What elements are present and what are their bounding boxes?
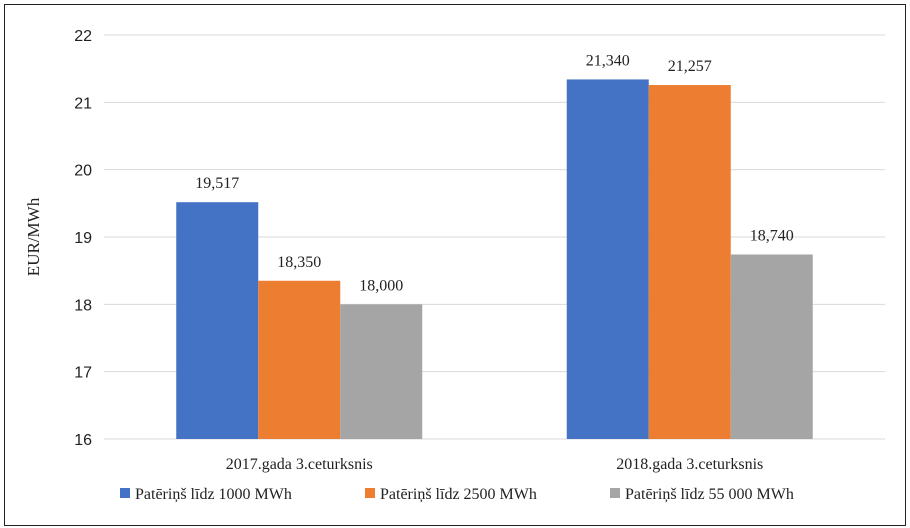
legend-swatch (365, 488, 375, 498)
bars (176, 79, 813, 440)
legend-label: Patēriņš līdz 1000 MWh (135, 486, 292, 503)
data-label: 18,000 (359, 277, 403, 294)
data-label: 21,257 (668, 58, 712, 75)
data-label: 18,350 (277, 254, 321, 271)
y-tick-label: 22 (74, 28, 92, 45)
chart-frame: 16 17 18 19 20 21 22 19,517 18,350 18,000 21,340 2… (4, 4, 906, 526)
x-tick-label: 2017.gada 3.ceturksnis (226, 456, 373, 473)
y-tick-label: 16 (74, 432, 92, 449)
data-label: 18,740 (750, 228, 794, 245)
y-tick-label: 20 (74, 163, 92, 180)
data-labels: 19,517 18,350 18,000 21,340 21,257 18,740 (195, 52, 794, 294)
bar (340, 304, 423, 439)
y-tick-label: 18 (74, 297, 92, 314)
data-label: 21,340 (586, 52, 630, 69)
bar (566, 79, 649, 439)
data-label: 19,517 (195, 175, 239, 192)
bar (730, 254, 813, 439)
legend-swatch (610, 488, 620, 498)
bar (648, 85, 731, 440)
y-tick-labels: 16 17 18 19 20 21 22 (74, 28, 92, 449)
legend-label: Patēriņš līdz 2500 MWh (380, 486, 537, 503)
y-tick-label: 19 (74, 230, 92, 247)
legend-label: Patēriņš līdz 55 000 MWh (625, 486, 794, 503)
bar (176, 202, 259, 439)
bar (258, 280, 341, 439)
bar-chart: 16 17 18 19 20 21 22 19,517 18,350 18,000 21,340 2… (24, 28, 885, 503)
y-axis-label: EUR/MWh (24, 197, 43, 276)
category-labels: 2017.gada 3.ceturksnis 2018.gada 3.ceturk… (226, 456, 764, 473)
x-tick-label: 2018.gada 3.ceturksnis (616, 456, 763, 473)
y-tick-label: 21 (74, 95, 92, 112)
legend-swatch (120, 488, 130, 498)
y-tick-label: 17 (74, 365, 92, 382)
legend: Patēriņš līdz 1000 MWh Patēriņš līdz 2500… (120, 486, 794, 503)
